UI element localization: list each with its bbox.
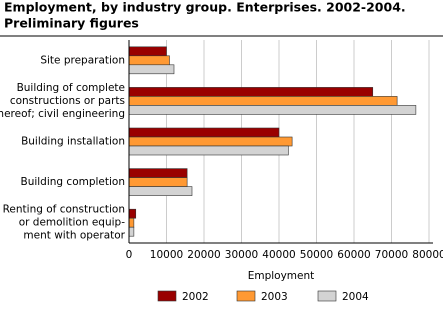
y-tick-label: ment with operator	[23, 230, 125, 242]
x-tick-label: 20000	[187, 249, 220, 261]
bar	[128, 168, 188, 178]
x-tick-label: 40000	[262, 249, 295, 261]
x-tick-label: 80000	[412, 249, 443, 261]
x-axis-label: Employment	[248, 270, 315, 282]
legend-swatch	[157, 290, 177, 302]
y-tick-label: constructions or parts	[10, 95, 125, 107]
y-tick-label: Building installation	[21, 136, 125, 148]
y-tick-label: Renting of construction	[3, 204, 125, 216]
legend-label: 2003	[261, 291, 288, 303]
x-tick-label: 0	[126, 249, 133, 261]
x-tick-label: 50000	[300, 249, 333, 261]
legend-swatch	[317, 290, 337, 302]
bar	[128, 145, 289, 156]
bar	[128, 186, 193, 196]
x-tick-label: 60000	[337, 249, 370, 261]
bar	[128, 105, 417, 115]
bar	[128, 64, 175, 75]
bar	[128, 226, 135, 237]
y-tick-label: Site preparation	[40, 54, 125, 66]
bar	[128, 127, 280, 138]
legend-label: 2004	[342, 291, 369, 303]
x-tick-label: 10000	[150, 249, 183, 261]
legend-swatch	[236, 290, 256, 302]
bar	[128, 136, 293, 147]
y-tick-label: or demolition equip-	[19, 217, 126, 229]
x-tick-label: 30000	[225, 249, 258, 261]
bar	[128, 208, 137, 219]
bar	[128, 96, 398, 106]
bar	[128, 217, 135, 228]
bar	[128, 87, 374, 97]
bar	[128, 55, 170, 66]
y-tick-label: thereof; civil engineering	[0, 108, 125, 120]
legend-label: 2002	[182, 291, 209, 303]
y-tick-label: Building of complete	[17, 82, 125, 94]
chart-title: Employment, by industry group. Enterpris…	[4, 0, 406, 15]
x-tick-label: 70000	[375, 249, 408, 261]
y-tick-label: Building completion	[20, 176, 125, 188]
bar	[128, 46, 167, 57]
chart-title: Preliminary figures	[4, 16, 139, 31]
bar	[128, 177, 188, 187]
